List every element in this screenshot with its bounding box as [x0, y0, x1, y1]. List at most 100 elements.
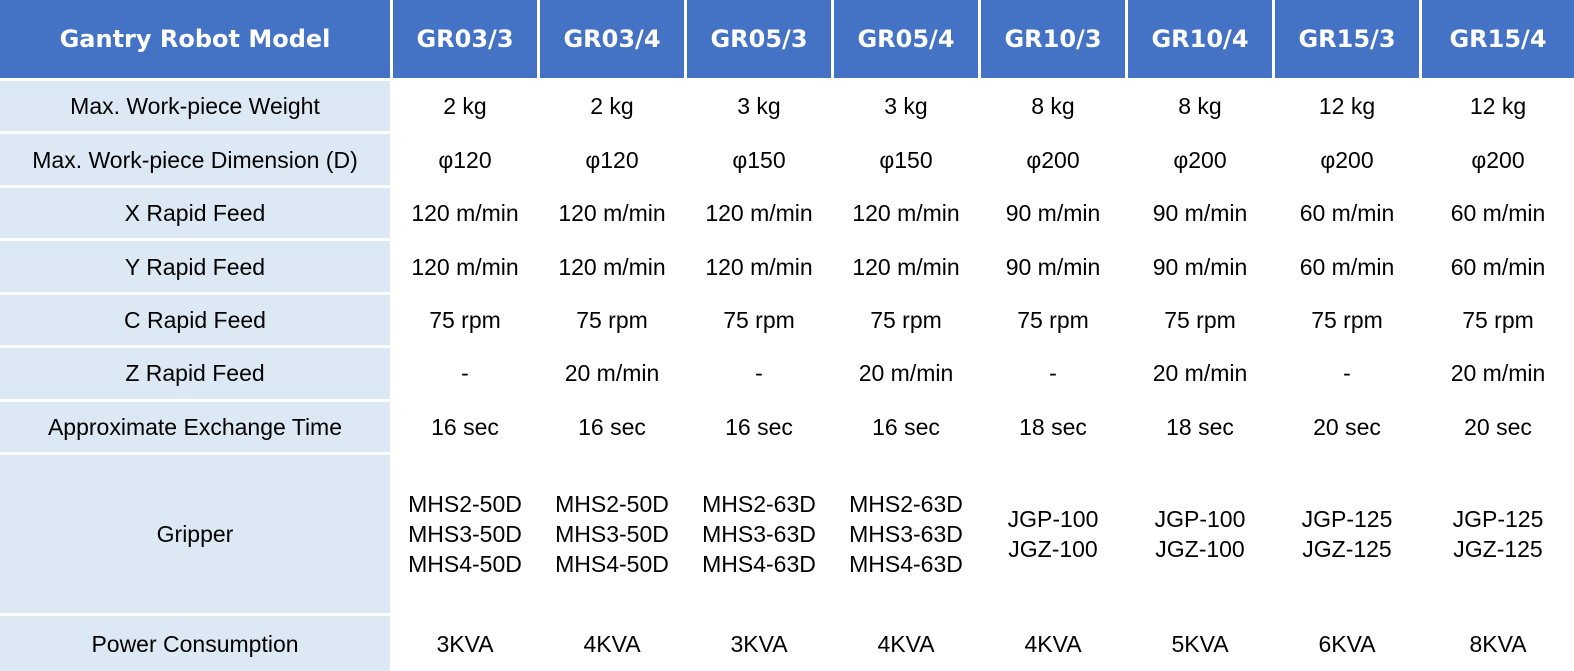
table-cell: φ150	[834, 134, 981, 188]
table-cell: φ200	[981, 134, 1128, 188]
cell-line: JGP-125	[1452, 506, 1544, 533]
table-row: Gripper MHS2-50D MHS3-50D MHS4-50D MHS2-50D M…	[0, 455, 1574, 617]
table-cell: 3 kg	[687, 81, 834, 135]
table-cell: 12 kg	[1275, 81, 1422, 135]
table-cell: 90 m/min	[1128, 187, 1275, 242]
table-cell: JGP-125 JGZ-125	[1422, 455, 1574, 617]
table-cell: 75 rpm	[981, 294, 1128, 349]
table-cell: MHS2-50D MHS3-50D MHS4-50D	[540, 455, 687, 617]
table-cell: 16 sec	[687, 401, 834, 456]
header-row: Gantry Robot Model GR03/3 GR03/4 GR05/3 …	[0, 0, 1574, 81]
table-cell: 3KVA	[687, 616, 834, 671]
cell-line: MHS3-50D	[408, 521, 522, 548]
table-cell: 12 kg	[1422, 81, 1574, 135]
model-header: GR03/3	[393, 0, 540, 81]
table-cell: MHS2-63D MHS3-63D MHS4-63D	[687, 455, 834, 617]
cell-line: JGZ-125	[1453, 536, 1543, 563]
row-label: Approximate Exchange Time	[0, 401, 393, 456]
table-row: Power Consumption 3KVA 4KVA 3KVA 4KVA 4KVA 5KV…	[0, 616, 1574, 671]
table-cell: 60 m/min	[1275, 241, 1422, 295]
cell-line: MHS4-50D	[408, 551, 522, 578]
table-cell: 120 m/min	[540, 187, 687, 242]
model-header: GR03/4	[540, 0, 687, 81]
cell-line: MHS2-50D	[555, 491, 669, 518]
table-cell: 75 rpm	[540, 294, 687, 349]
table-cell: 6KVA	[1275, 616, 1422, 671]
table-cell: JGP-100 JGZ-100	[1128, 455, 1275, 617]
table-cell: 3 kg	[834, 81, 981, 135]
table-cell: 75 rpm	[687, 294, 834, 349]
table-cell: 120 m/min	[687, 241, 834, 295]
cell-line: JGP-100	[1007, 506, 1099, 533]
table-cell: 120 m/min	[540, 241, 687, 295]
model-header: GR05/3	[687, 0, 834, 81]
table-row: Y Rapid Feed 120 m/min 120 m/min 120 m/min 1…	[0, 241, 1574, 295]
row-label: Power Consumption	[0, 616, 393, 671]
table-cell: 16 sec	[540, 401, 687, 456]
row-label: Max. Work-piece Weight	[0, 81, 393, 135]
table-cell: 60 m/min	[1422, 187, 1574, 242]
table-row: Approximate Exchange Time 16 sec 16 sec 16 …	[0, 401, 1574, 456]
table-cell: 75 rpm	[1422, 294, 1574, 349]
table-cell: -	[393, 348, 540, 402]
cell-line: MHS4-63D	[849, 551, 963, 578]
table-cell: 75 rpm	[1275, 294, 1422, 349]
cell-line: JGP-100	[1154, 506, 1246, 533]
table-cell: 120 m/min	[393, 241, 540, 295]
table-cell: -	[687, 348, 834, 402]
table-row: Max. Work-piece Weight 2 kg 2 kg 3 kg 3 kg 8 …	[0, 81, 1574, 135]
table-cell: φ200	[1275, 134, 1422, 188]
table-cell: φ200	[1128, 134, 1275, 188]
row-label: Y Rapid Feed	[0, 241, 393, 295]
table-cell: 8KVA	[1422, 616, 1574, 671]
cell-line: MHS2-63D	[702, 491, 816, 518]
table-cell: -	[1275, 348, 1422, 402]
table-cell: φ120	[393, 134, 540, 188]
table-cell: 20 m/min	[834, 348, 981, 402]
table-cell: JGP-125 JGZ-125	[1275, 455, 1422, 617]
cell-line: MHS3-50D	[555, 521, 669, 548]
table-cell: MHS2-63D MHS3-63D MHS4-63D	[834, 455, 981, 617]
row-label: Gripper	[0, 455, 393, 617]
table-cell: 2 kg	[540, 81, 687, 135]
table-cell: φ120	[540, 134, 687, 188]
table-cell: 4KVA	[834, 616, 981, 671]
table-cell: 20 m/min	[1128, 348, 1275, 402]
table-cell: 8 kg	[981, 81, 1128, 135]
table-cell: JGP-100 JGZ-100	[981, 455, 1128, 617]
model-header: GR10/4	[1128, 0, 1275, 81]
table-cell: φ200	[1422, 134, 1574, 188]
table-cell: 90 m/min	[981, 187, 1128, 242]
cell-line: MHS3-63D	[702, 521, 816, 548]
table-cell: 120 m/min	[834, 187, 981, 242]
cell-line: JGZ-125	[1302, 536, 1392, 563]
cell-line: JGZ-100	[1008, 536, 1098, 563]
cell-line: MHS2-63D	[849, 491, 963, 518]
spec-body: Max. Work-piece Weight 2 kg 2 kg 3 kg 3 kg 8 …	[0, 81, 1574, 671]
table-row: Max. Work-piece Dimension (D) φ120 φ120 φ15…	[0, 134, 1574, 188]
table-cell: 8 kg	[1128, 81, 1275, 135]
table-cell: 120 m/min	[393, 187, 540, 242]
cell-line: MHS4-50D	[555, 551, 669, 578]
table-cell: 90 m/min	[981, 241, 1128, 295]
model-header: GR15/3	[1275, 0, 1422, 81]
row-label: C Rapid Feed	[0, 294, 393, 349]
cell-line: MHS2-50D	[408, 491, 522, 518]
table-cell: 18 sec	[1128, 401, 1275, 456]
table-cell: 5KVA	[1128, 616, 1275, 671]
table-cell: 120 m/min	[687, 187, 834, 242]
table-cell: 18 sec	[981, 401, 1128, 456]
cell-line: MHS3-63D	[849, 521, 963, 548]
table-cell: 3KVA	[393, 616, 540, 671]
header-label: Gantry Robot Model	[0, 0, 393, 81]
row-label: Max. Work-piece Dimension (D)	[0, 134, 393, 188]
table-cell: 120 m/min	[834, 241, 981, 295]
cell-line: JGZ-100	[1155, 536, 1245, 563]
table-cell: 20 m/min	[540, 348, 687, 402]
table-row: C Rapid Feed 75 rpm 75 rpm 75 rpm 75 rpm 75 r…	[0, 294, 1574, 349]
table-cell: 90 m/min	[1128, 241, 1275, 295]
table-cell: 60 m/min	[1275, 187, 1422, 242]
model-header: GR15/4	[1422, 0, 1574, 81]
table-cell: 2 kg	[393, 81, 540, 135]
